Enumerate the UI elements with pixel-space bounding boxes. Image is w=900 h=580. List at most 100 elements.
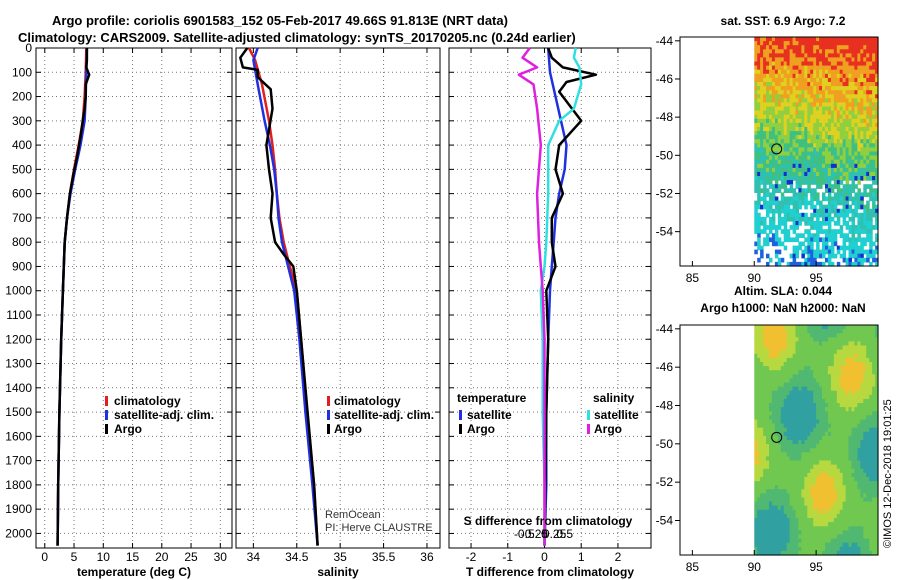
map-cell [801,378,805,384]
map-cell [810,118,814,124]
map-cell [804,546,808,552]
map-cell [754,526,758,531]
map-cell [807,386,811,392]
map-cell [780,362,785,367]
map-cell [792,65,797,71]
map-cell [810,53,814,59]
map-cell [798,37,802,42]
map-cell [875,176,879,181]
map-cell [798,415,802,421]
map-cell [754,163,758,169]
map-cell [863,204,867,210]
map-cell [798,90,802,95]
map-cell [842,468,847,474]
map-cell [804,106,808,112]
map-cell [763,192,767,198]
map-cell [860,403,864,408]
map-cell [760,444,764,449]
map-cell [827,127,832,132]
map-cell [866,139,870,144]
map-cell [839,353,844,359]
map-cell [777,225,782,230]
map-cell [848,151,852,157]
map-cell [810,216,814,222]
map-cell [839,77,844,83]
map-cell [819,526,823,531]
map-cell [813,390,817,396]
map-cell [854,73,858,79]
map-cell [774,456,779,462]
map-cell [757,57,761,63]
map-cell [872,534,876,540]
map-cell [819,333,823,338]
map-cell [816,390,820,396]
map-cell [771,57,776,63]
map-cell [863,423,867,429]
map-cell [789,188,794,193]
map-cell [839,147,844,153]
map-cell [851,345,855,351]
map-cell [801,86,805,91]
map-cell [769,341,773,347]
map-cell [827,526,832,531]
map-cell [813,221,817,226]
map-cell [866,37,870,42]
map-cell [771,444,776,449]
map-cell [816,505,820,511]
map-cell [792,110,797,116]
map-cell [866,176,870,181]
map-cell [757,147,761,153]
map-cell [757,464,761,470]
map-cell [825,241,829,247]
map-cell [875,237,879,243]
map-cell [819,167,823,173]
map-cell [771,468,776,474]
map-cell [848,135,852,140]
map-cell [848,196,852,202]
map-cell [771,106,776,112]
map-cell [860,204,864,210]
map-cell [854,37,858,42]
map-cell [863,192,867,198]
map-cell [783,329,788,334]
map-cell [842,382,847,388]
map-cell [872,382,876,388]
map-cell [869,325,873,330]
map-cell [857,127,861,132]
map-cell [792,366,797,371]
map-cell [807,452,811,457]
map-cell [819,151,823,157]
map-cell [813,472,817,478]
map-cell [774,200,779,206]
map-cell [854,435,858,441]
map-cell [819,127,823,132]
map-cell [754,366,758,371]
map-cell [842,41,847,46]
map-cell [836,163,841,169]
map-cell [757,341,761,347]
map-cell [819,390,823,396]
map-cell [872,468,876,474]
map-cell [760,341,764,347]
map-cell [830,90,835,95]
map-cell [798,118,802,124]
map-cell [851,526,855,531]
map-cell [863,341,867,347]
map-cell [863,427,867,433]
map-cell [760,135,764,140]
map-cell [769,82,773,87]
map-cell [836,73,841,79]
map-cell [875,171,879,177]
map-cell [830,452,835,457]
map-cell [769,53,773,59]
map-cell [783,114,788,120]
map-cell [769,398,773,404]
map-cell [769,208,773,214]
map-cell [869,155,873,161]
map-cell [804,390,808,396]
map-cell [810,427,814,433]
map-cell [822,196,826,202]
map-cell [795,534,799,540]
map-cell [836,362,841,367]
map-cell [839,501,844,507]
